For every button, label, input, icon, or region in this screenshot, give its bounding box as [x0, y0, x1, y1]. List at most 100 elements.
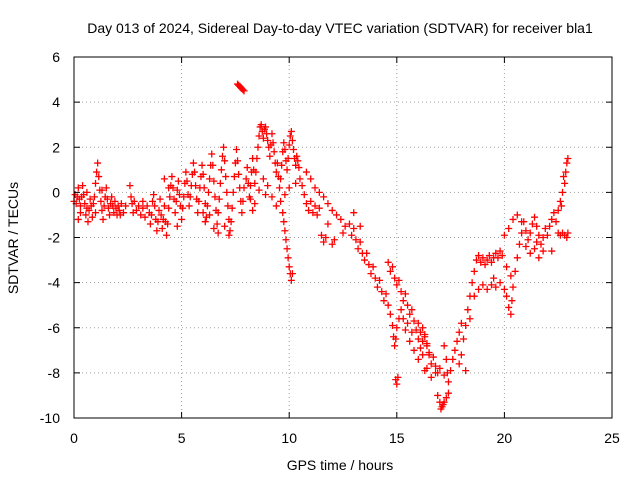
data-point [305, 206, 313, 214]
data-point [548, 247, 556, 255]
data-point [208, 150, 216, 158]
data-point [483, 285, 491, 293]
data-point [130, 197, 138, 205]
data-point [410, 346, 418, 354]
data-point [539, 247, 547, 255]
data-point [228, 204, 236, 212]
y-tick-label: -10 [40, 410, 60, 426]
data-point [535, 254, 543, 262]
data-point [223, 188, 231, 196]
data-point [74, 215, 82, 223]
data-point [230, 173, 238, 181]
data-point [150, 191, 158, 199]
data-point [215, 195, 223, 203]
data-point [157, 211, 165, 219]
data-point [300, 191, 308, 199]
data-point [388, 263, 396, 271]
data-point [356, 238, 364, 246]
y-tick-label: -8 [48, 365, 61, 381]
data-point [462, 321, 470, 329]
y-tick-label: 0 [52, 184, 60, 200]
data-point [224, 202, 232, 210]
data-point [392, 335, 400, 343]
data-point [382, 290, 390, 298]
data-point [361, 256, 369, 264]
data-point [151, 202, 159, 210]
data-point [192, 182, 200, 190]
data-point [419, 337, 427, 345]
data-point [287, 276, 295, 284]
data-point [408, 306, 416, 314]
data-point [442, 355, 450, 363]
data-point [444, 378, 452, 386]
data-point [158, 224, 166, 232]
data-point [526, 229, 534, 237]
data-point [470, 292, 478, 300]
data-point [311, 184, 319, 192]
data-point [141, 213, 149, 221]
data-point [317, 231, 325, 239]
x-tick-label: 5 [178, 430, 186, 446]
data-point [371, 274, 379, 282]
data-point [475, 252, 483, 260]
data-point [264, 136, 272, 144]
data-point [111, 197, 119, 205]
data-point [509, 283, 517, 291]
data-point [391, 274, 399, 282]
data-point [408, 328, 416, 336]
data-point [277, 197, 285, 205]
data-point [281, 146, 289, 154]
data-point [515, 240, 523, 248]
data-point [198, 161, 206, 169]
data-point [444, 389, 452, 397]
data-point [543, 231, 551, 239]
data-point [93, 168, 101, 176]
data-point [242, 175, 250, 183]
data-point [421, 367, 429, 375]
data-point [376, 276, 384, 284]
data-point [333, 211, 341, 219]
data-point [172, 197, 180, 205]
data-point [171, 209, 179, 217]
x-tick-label: 20 [497, 430, 513, 446]
data-point [348, 231, 356, 239]
data-point [322, 234, 330, 241]
data-point [238, 209, 246, 217]
data-point [232, 146, 240, 154]
data-point [257, 121, 265, 129]
data-point [285, 141, 293, 149]
data-point [341, 222, 349, 230]
data-point [143, 202, 151, 210]
data-point [83, 188, 91, 196]
data-point [378, 288, 386, 296]
data-point [505, 224, 513, 232]
data-point [229, 188, 237, 196]
data-point [384, 258, 392, 266]
data-point [460, 335, 468, 343]
data-point [273, 159, 281, 167]
data-point [437, 405, 445, 413]
data-point [485, 252, 493, 260]
data-point [209, 161, 217, 169]
data-point [492, 249, 500, 257]
data-point [406, 310, 414, 318]
data-point [262, 123, 270, 131]
x-tick-labels: 0 5 10 15 20 25 [70, 430, 620, 446]
data-point [108, 193, 116, 201]
data-point [425, 351, 433, 359]
data-point [472, 256, 480, 264]
data-point [561, 179, 569, 187]
data-point [500, 231, 508, 239]
data-point [522, 243, 530, 251]
data-point [203, 202, 211, 210]
data-point [320, 193, 328, 201]
data-point [311, 202, 319, 210]
data-point [315, 204, 323, 212]
data-point [86, 195, 94, 203]
data-point [324, 200, 332, 208]
grid-lines [74, 57, 612, 418]
data-point [533, 238, 541, 246]
data-point [399, 297, 407, 305]
data-point [290, 146, 298, 154]
data-point [562, 168, 570, 176]
